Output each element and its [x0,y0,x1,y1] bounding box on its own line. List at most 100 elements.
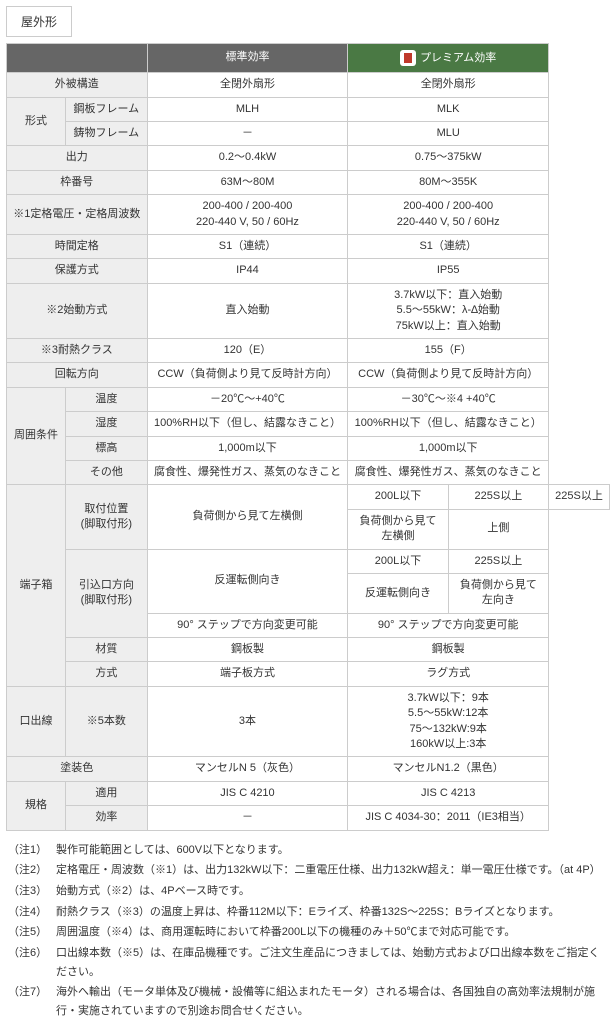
cell: 90° ステップで方向変更可能 [348,613,549,637]
note-item: （注4）耐熱クラス（※3）の温度上昇は、枠番112M以下：Eライズ、枠番132S… [8,903,608,922]
cell: 100%RH以下（但し、結露なきこと） [348,412,549,436]
cell: マンセルN1.2（黒色） [348,757,549,781]
note-text: 口出線本数（※5）は、在庫品機種です。ご注文生産品につきましては、始動方式および… [56,944,608,981]
cell: 全閉外扇形 [147,73,348,97]
cell: MLH [147,97,348,121]
note-text: 始動方式（※2）は、4Pベース時です。 [56,882,608,901]
cell: 200L以下 [348,549,448,573]
tab-outdoor[interactable]: 屋外形 [6,6,72,37]
header-standard: 標準効率 [147,44,348,73]
cell: 3.7kW以下：直入始動 5.5～55kW：λ-∆始動 75kW以上：直入始動 [348,283,549,338]
cell: －30℃～※4 +40℃ [348,387,549,411]
cell: 1,000m以下 [147,436,348,460]
cell: 負荷側から見て 左横側 [348,509,448,549]
note-item: （注1）製作可能範囲としては、600V以下となります。 [8,841,608,860]
row-sublabel: その他 [66,460,148,484]
row-sublabel: 湿度 [66,412,148,436]
cell: S1（連続） [147,235,348,259]
note-number: （注1） [8,841,56,860]
premium-icon [400,50,416,66]
row-label: 形式 [7,97,66,146]
cell: － [147,806,348,830]
row-label: 枠番号 [7,170,148,194]
note-number: （注7） [8,983,56,1020]
row-sublabel: 標高 [66,436,148,460]
row-sublabel: 温度 [66,387,148,411]
cell: 反運転側向き [147,549,348,613]
header-premium: プレミアム効率 [348,44,549,73]
row-sublabel: 鋼板フレーム [66,97,148,121]
row-label: 保護方式 [7,259,148,283]
note-number: （注5） [8,923,56,942]
cell: －20℃～+40℃ [147,387,348,411]
row-label: 周囲条件 [7,387,66,485]
note-item: （注2）定格電圧・周波数（※1）は、出力132kW以下：二重電圧仕様、出力132… [8,861,608,880]
note-item: （注5）周囲温度（※4）は、商用運転時において枠番200L以下の機種のみ＋50℃… [8,923,608,942]
header-empty [7,44,148,73]
note-number: （注4） [8,903,56,922]
row-label: 外被構造 [7,73,148,97]
cell: 鋼板製 [348,638,549,662]
cell: JIS C 4213 [348,781,549,805]
row-sublabel: 効率 [66,806,148,830]
cell: 90° ステップで方向変更可能 [147,613,348,637]
spec-table: 標準効率 プレミアム効率 外被構造全閉外扇形全閉外扇形 形式鋼板フレームMLHM… [6,43,610,831]
cell: 鋼板製 [147,638,348,662]
cell: CCW（負荷側より見て反時計方向） [348,363,549,387]
cell: 225S以上 [549,485,610,509]
cell: MLK [348,97,549,121]
cell: 80M～355K [348,170,549,194]
row-label: ※2始動方式 [7,283,148,338]
cell: 225S以上 [448,549,548,573]
note-number: （注6） [8,944,56,981]
cell: 100%RH以下（但し、結露なきこと） [147,412,348,436]
cell: マンセルN 5（灰色） [147,757,348,781]
note-number: （注2） [8,861,56,880]
note-text: 海外へ輸出（モータ単体及び機械・設備等に組込まれたモータ）される場合は、各国独自… [56,983,608,1020]
cell: JIS C 4210 [147,781,348,805]
notes-section: （注1）製作可能範囲としては、600V以下となります。（注2）定格電圧・周波数（… [8,841,608,1021]
row-sublabel: 鋳物フレーム [66,122,148,146]
row-sublabel: 取付位置 (脚取付形) [66,485,148,549]
cell: JIS C 4034-30：2011（IE3相当） [348,806,549,830]
note-text: 耐熱クラス（※3）の温度上昇は、枠番112M以下：Eライズ、枠番132S～225… [56,903,608,922]
cell: CCW（負荷側より見て反時計方向） [147,363,348,387]
cell: 直入始動 [147,283,348,338]
cell: MLU [348,122,549,146]
note-text: 製作可能範囲としては、600V以下となります。 [56,841,608,860]
cell: 0.2～0.4kW [147,146,348,170]
note-text: 周囲温度（※4）は、商用運転時において枠番200L以下の機種のみ＋50℃まで対応… [56,923,608,942]
cell: 63M～80M [147,170,348,194]
cell: 200-400 / 200-400 220-440 V, 50 / 60Hz [147,195,348,235]
note-item: （注6）口出線本数（※5）は、在庫品機種です。ご注文生産品につきましては、始動方… [8,944,608,981]
row-label: 端子箱 [7,485,66,687]
cell: 負荷側から見て 左向き [448,573,548,613]
row-label: ※1定格電圧・定格周波数 [7,195,148,235]
row-label: 出力 [7,146,148,170]
cell: 端子板方式 [147,662,348,686]
cell: IP44 [147,259,348,283]
row-label: 規格 [7,781,66,830]
cell: 腐食性、爆発性ガス、蒸気のなきこと [348,460,549,484]
cell: 200-400 / 200-400 220-440 V, 50 / 60Hz [348,195,549,235]
row-label: ※3耐熱クラス [7,338,148,362]
cell: 120（E） [147,338,348,362]
cell: 腐食性、爆発性ガス、蒸気のなきこと [147,460,348,484]
row-sublabel: 材質 [66,638,148,662]
cell: 3本 [147,686,348,757]
cell: 200L以下 [348,485,448,509]
row-label: 時間定格 [7,235,148,259]
cell: 225S以上 [448,485,548,509]
cell: － [147,122,348,146]
cell: 3.7kW以下：9本 5.5～55kW:12本 75～132kW:9本 160k… [348,686,549,757]
row-label: 回転方向 [7,363,148,387]
note-item: （注7）海外へ輸出（モータ単体及び機械・設備等に組込まれたモータ）される場合は、… [8,983,608,1020]
row-sublabel: 適用 [66,781,148,805]
row-label: 口出線 [7,686,66,757]
row-label: 塗装色 [7,757,148,781]
row-sublabel: 引込口方向 (脚取付形) [66,549,148,638]
cell: 0.75～375kW [348,146,549,170]
row-sublabel: 方式 [66,662,148,686]
cell: 155（F） [348,338,549,362]
row-sublabel: ※5本数 [66,686,148,757]
